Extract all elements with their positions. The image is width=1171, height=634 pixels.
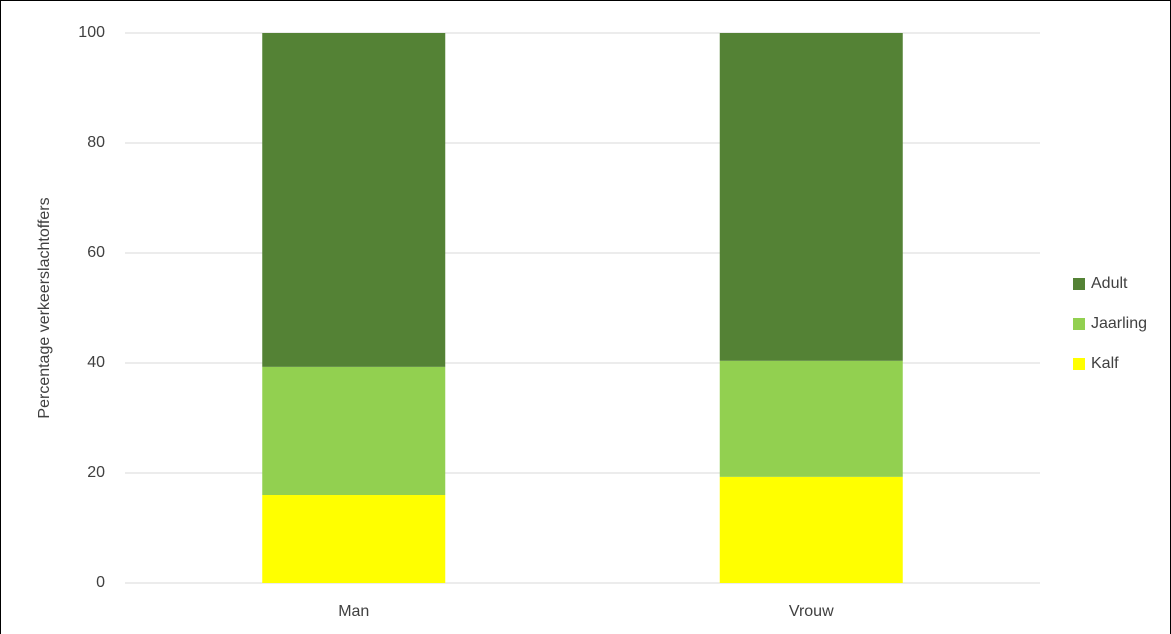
bar-segment bbox=[719, 33, 903, 361]
y-tick-label: 40 bbox=[87, 354, 105, 371]
y-tick-label: 60 bbox=[87, 244, 105, 261]
bar-segment bbox=[262, 495, 446, 583]
y-axis-label: Percentage verkeerslachtoffers bbox=[36, 197, 53, 418]
y-tick-label: 0 bbox=[96, 574, 105, 591]
legend-label: Kalf bbox=[1091, 355, 1119, 372]
bar-segment bbox=[262, 366, 446, 495]
y-tick-label: 100 bbox=[78, 24, 105, 41]
legend-swatch bbox=[1073, 318, 1085, 330]
x-tick-label: Vrouw bbox=[789, 603, 834, 620]
bar-segment bbox=[719, 360, 903, 477]
legend-swatch bbox=[1073, 278, 1085, 290]
legend-swatch bbox=[1073, 358, 1085, 370]
y-tick-label: 80 bbox=[87, 134, 105, 151]
y-tick-label: 20 bbox=[87, 464, 105, 481]
bar-segment bbox=[719, 476, 903, 583]
legend-label: Jaarling bbox=[1091, 315, 1147, 332]
x-tick-label: Man bbox=[338, 603, 369, 620]
legend-label: Adult bbox=[1091, 275, 1128, 292]
bar-segment bbox=[262, 33, 446, 367]
